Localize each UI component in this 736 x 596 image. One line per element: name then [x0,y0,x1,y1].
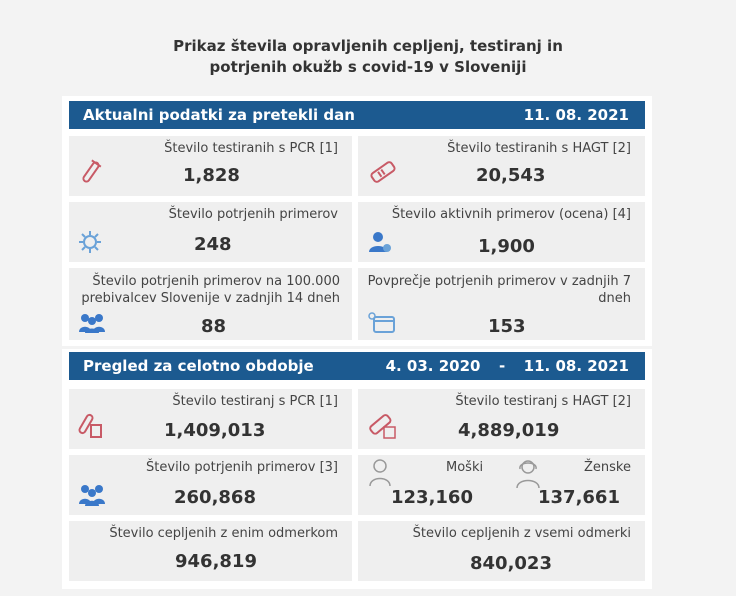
group-icon [79,485,105,506]
daily-hagt-value: 20,543 [476,165,546,186]
overall-confirmed-label: Število potrjenih primerov [3] [146,460,338,475]
daily-per100k-value: 88 [201,316,227,337]
daily-per100k-label-line1: Število potrjenih primerov na 100.000 [92,274,340,289]
daily-per100k-label-line2: prebivalcev Slovenije v zadnjih 14 dneh [81,291,340,306]
woman-icon [516,460,540,489]
daily-date: 11. 08. 2021 [523,106,629,124]
daily-avg7-card: Povprečje potrjenih primerov v zadnjih 7… [358,268,645,340]
man-icon [369,459,391,487]
overall-hagt-label: Število testiranj s HAGT [2] [455,394,631,409]
daily-hagt-label: Število testiranih s HAGT [2] [447,141,631,156]
calendar-icon [368,312,395,333]
title-line-1: Prikaz števila opravljenih cepljenj, tes… [173,37,563,55]
overall-vacc-one-value: 946,819 [175,551,257,572]
daily-pcr-value: 1,828 [183,165,240,186]
overall-pcr-value: 1,409,013 [164,420,266,441]
overall-confirmed-card: Število potrjenih primerov [3] 260,868 [69,455,352,515]
overall-header-bar: Pregled za celotno obdobje 4. 03. 2020 -… [69,352,645,380]
person-icon [369,232,391,252]
overall-women-value: 137,661 [538,487,620,508]
title-line-2: potrjenih okužb s covid-19 v Sloveniji [209,58,527,76]
daily-avg7-label-line1: Povprečje potrjenih primerov v zadnjih 7 [367,274,631,289]
virus-icon [79,231,101,253]
overall-date-to: 11. 08. 2021 [523,357,629,375]
daily-active-value: 1,900 [478,236,535,257]
antigen-test-icon [370,161,396,183]
overall-gender-card: Moški 123,160 Ženske 137,661 [358,455,645,515]
daily-header-bar: Aktualni podatki za pretekli dan 11. 08.… [69,101,645,129]
daily-heading: Aktualni podatki za pretekli dan [83,106,355,124]
overall-vacc-all-value: 840,023 [470,553,552,574]
antigen-tests-icon [369,414,396,439]
overall-heading: Pregled za celotno obdobje [83,357,314,375]
daily-pcr-card: Število testiranih s PCR [1] 1,828 [69,136,352,196]
overall-vacc-all-card: Število cepljenih z vsemi odmerki 840,02… [358,521,645,581]
overall-date-separator: - [498,357,506,375]
overall-date-range: 4. 03. 2020 - 11. 08. 2021 [386,357,629,375]
overall-hagt-card: Število testiranj s HAGT [2] 4,889,019 [358,389,645,449]
daily-hagt-card: Število testiranih s HAGT [2] 20,543 [358,136,645,196]
overall-vacc-one-card: Število cepljenih z enim odmerkom 946,81… [69,521,352,581]
overall-date-from: 4. 03. 2020 [385,357,481,375]
group-icon [79,314,105,333]
overall-panel: Pregled za celotno obdobje 4. 03. 2020 -… [62,349,652,589]
daily-per100k-label: Število potrjenih primerov na 100.000 pr… [81,273,340,307]
daily-active-card: Število aktivnih primerov (ocena) [4] 1,… [358,202,645,262]
daily-avg7-label-line2: dneh [598,291,631,306]
daily-per100k-card: Število potrjenih primerov na 100.000 pr… [69,268,352,340]
daily-pcr-label: Število testiranih s PCR [1] [164,141,338,156]
overall-pcr-card: Število testiranj s PCR [1] 1,409,013 [69,389,352,449]
daily-confirmed-card: Število potrjenih primerov 248 [69,202,352,262]
daily-confirmed-value: 248 [194,234,232,255]
daily-confirmed-label: Število potrjenih primerov [168,207,338,222]
overall-vacc-one-label: Število cepljenih z enim odmerkom [109,526,338,541]
overall-men-value: 123,160 [391,487,473,508]
page-title: Prikaz števila opravljenih cepljenj, tes… [0,36,736,78]
overall-confirmed-value: 260,868 [174,487,256,508]
overall-hagt-value: 4,889,019 [458,420,560,441]
overall-men-label: Moški [446,460,484,475]
daily-active-label: Število aktivnih primerov (ocena) [4] [391,207,631,222]
daily-panel: Aktualni podatki za pretekli dan 11. 08.… [62,96,652,346]
daily-avg7-label: Povprečje potrjenih primerov v zadnjih 7… [368,273,631,307]
overall-vacc-all-label: Število cepljenih z vsemi odmerki [412,526,631,541]
overall-pcr-label: Število testiranj s PCR [1] [172,394,338,409]
overall-women-label: Ženske [584,460,631,475]
test-tube-icon [82,159,102,183]
test-tubes-icon [78,413,102,438]
daily-avg7-value: 153 [488,316,526,337]
